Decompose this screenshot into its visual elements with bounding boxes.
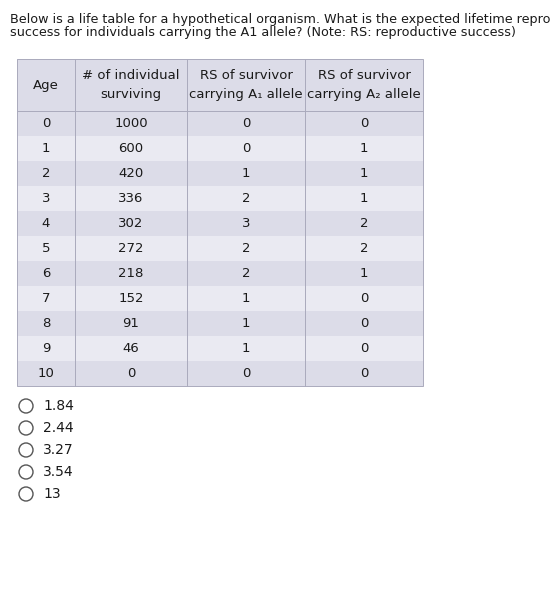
Text: 3: 3 (42, 192, 50, 205)
Text: 91: 91 (122, 317, 139, 330)
Text: 10: 10 (37, 367, 55, 380)
Text: carrying A₂ allele: carrying A₂ allele (307, 88, 421, 101)
Text: 1: 1 (360, 267, 368, 280)
Text: 1: 1 (242, 342, 250, 355)
Text: 1000: 1000 (114, 117, 148, 130)
Text: 0: 0 (360, 317, 368, 330)
FancyBboxPatch shape (17, 361, 423, 386)
Text: 302: 302 (118, 217, 144, 230)
FancyBboxPatch shape (17, 186, 423, 211)
Text: 1: 1 (360, 192, 368, 205)
FancyBboxPatch shape (17, 161, 423, 186)
Text: 2: 2 (360, 242, 368, 255)
Text: 2: 2 (360, 217, 368, 230)
Text: RS of survivor: RS of survivor (317, 69, 410, 82)
Text: # of individual: # of individual (82, 69, 180, 82)
Text: 3.54: 3.54 (43, 465, 74, 479)
Text: 7: 7 (42, 292, 50, 305)
Text: 1: 1 (242, 292, 250, 305)
Text: 0: 0 (360, 367, 368, 380)
Text: 1.84: 1.84 (43, 399, 74, 413)
FancyBboxPatch shape (17, 286, 423, 311)
Text: 2.44: 2.44 (43, 421, 74, 435)
FancyBboxPatch shape (17, 311, 423, 336)
Text: carrying A₁ allele: carrying A₁ allele (189, 88, 303, 101)
Text: 218: 218 (118, 267, 144, 280)
Text: RS of survivor: RS of survivor (199, 69, 293, 82)
Text: 8: 8 (42, 317, 50, 330)
FancyBboxPatch shape (17, 136, 423, 161)
Text: 1: 1 (360, 142, 368, 155)
FancyBboxPatch shape (17, 336, 423, 361)
FancyBboxPatch shape (17, 261, 423, 286)
Text: 336: 336 (118, 192, 144, 205)
Text: 0: 0 (242, 142, 250, 155)
Text: 2: 2 (242, 242, 250, 255)
Text: 4: 4 (42, 217, 50, 230)
Text: 5: 5 (42, 242, 50, 255)
Text: 0: 0 (360, 342, 368, 355)
FancyBboxPatch shape (17, 59, 423, 111)
Text: 152: 152 (118, 292, 144, 305)
Text: 2: 2 (42, 167, 50, 180)
Text: 272: 272 (118, 242, 144, 255)
FancyBboxPatch shape (17, 111, 423, 136)
Text: 0: 0 (127, 367, 135, 380)
Text: 1: 1 (242, 167, 250, 180)
Text: 2: 2 (242, 192, 250, 205)
Text: 6: 6 (42, 267, 50, 280)
Text: 600: 600 (118, 142, 144, 155)
Text: 13: 13 (43, 487, 61, 501)
Text: 0: 0 (242, 117, 250, 130)
Text: 0: 0 (360, 117, 368, 130)
FancyBboxPatch shape (17, 236, 423, 261)
FancyBboxPatch shape (17, 211, 423, 236)
Text: 9: 9 (42, 342, 50, 355)
Text: 420: 420 (118, 167, 144, 180)
Text: Below is a life table for a hypothetical organism. What is the expected lifetime: Below is a life table for a hypothetical… (10, 13, 551, 26)
Text: 0: 0 (360, 292, 368, 305)
Text: 46: 46 (123, 342, 139, 355)
Text: surviving: surviving (100, 88, 161, 101)
Text: 3.27: 3.27 (43, 443, 74, 457)
Text: success for individuals carrying the A1 allele? (Note: RS: reproductive success): success for individuals carrying the A1 … (10, 26, 516, 39)
Text: 1: 1 (42, 142, 50, 155)
Text: 0: 0 (242, 367, 250, 380)
Text: 1: 1 (360, 167, 368, 180)
Text: 3: 3 (242, 217, 250, 230)
Text: 0: 0 (42, 117, 50, 130)
Text: 1: 1 (242, 317, 250, 330)
Text: Age: Age (33, 78, 59, 91)
Text: 2: 2 (242, 267, 250, 280)
